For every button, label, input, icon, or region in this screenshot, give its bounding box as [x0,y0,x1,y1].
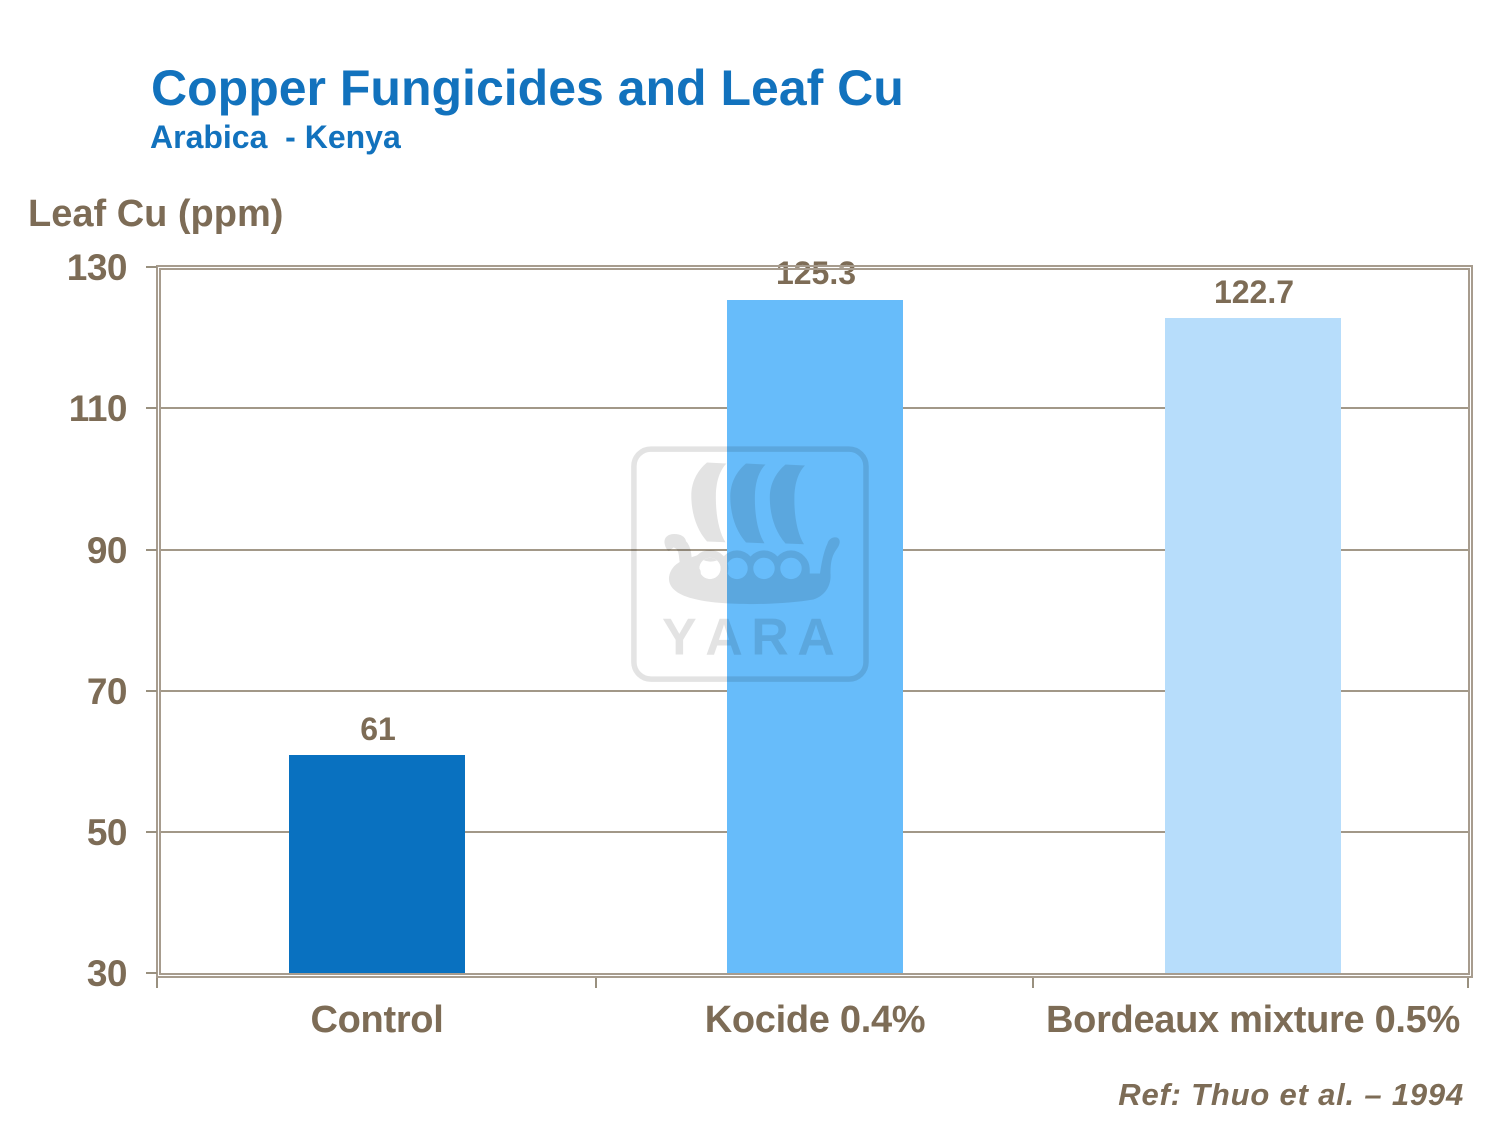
svg-text:R: R [751,609,789,667]
svg-text:A: A [705,609,743,667]
svg-text:Y: Y [662,609,697,667]
svg-text:A: A [797,609,835,667]
